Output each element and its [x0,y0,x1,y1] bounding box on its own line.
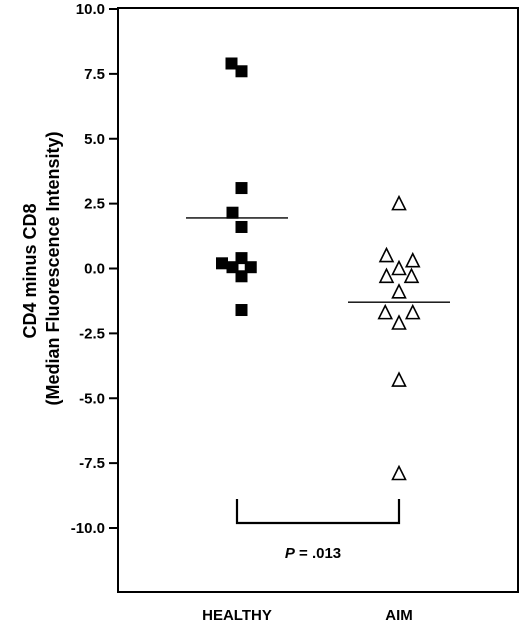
healthy-point [235,252,248,265]
aim-point [378,246,395,263]
healthy-point [235,182,248,195]
aim-point [377,303,394,320]
y-tick-label: -10.0 [71,520,105,537]
y-tick-label: 0.0 [84,261,105,278]
healthy-point [235,65,248,78]
plot-frame [117,7,519,593]
aim-point [404,303,421,320]
y-tick-label: -5.0 [79,390,105,407]
healthy-point [226,261,239,274]
p-value-label: P = .013 [285,545,341,562]
healthy-point [235,270,248,283]
y-tick-label: 5.0 [84,131,105,148]
y-tick-label: -2.5 [79,325,105,342]
x-category-labels: HEALTHY AIM [202,607,413,624]
aim-point [391,371,407,387]
aim-point [378,267,395,284]
x-category-label: HEALTHY [202,607,272,624]
aim-point [403,267,420,284]
aim-point [391,314,407,330]
healthy-point [225,57,238,70]
y-tick-label: 10.0 [76,1,105,18]
aim-point [391,194,407,211]
y-tick-label: -7.5 [79,455,105,472]
healthy-point [216,257,228,270]
aim-point [391,259,407,276]
aim-point [391,283,407,299]
healthy-point [235,304,248,317]
x-category-label: AIM [385,607,413,624]
y-tick-label: 2.5 [84,196,105,213]
data-marks [216,57,421,481]
y-tick-label: 7.5 [84,66,105,83]
aim-point [404,251,421,268]
bracket-line [235,499,401,525]
healthy-point [244,261,257,274]
y-axis-label: CD4 minus CD8 (Median Fluorescence Inten… [20,131,63,405]
healthy-point [235,220,248,233]
healthy-point [226,206,239,219]
y-axis: 10.0 7.5 5.0 2.5 0.0 -2.5 -5.0 -7.5 -10.0 [71,1,118,537]
aim-point [391,464,407,481]
comparison-bracket [235,499,401,525]
median-lines [186,217,450,303]
